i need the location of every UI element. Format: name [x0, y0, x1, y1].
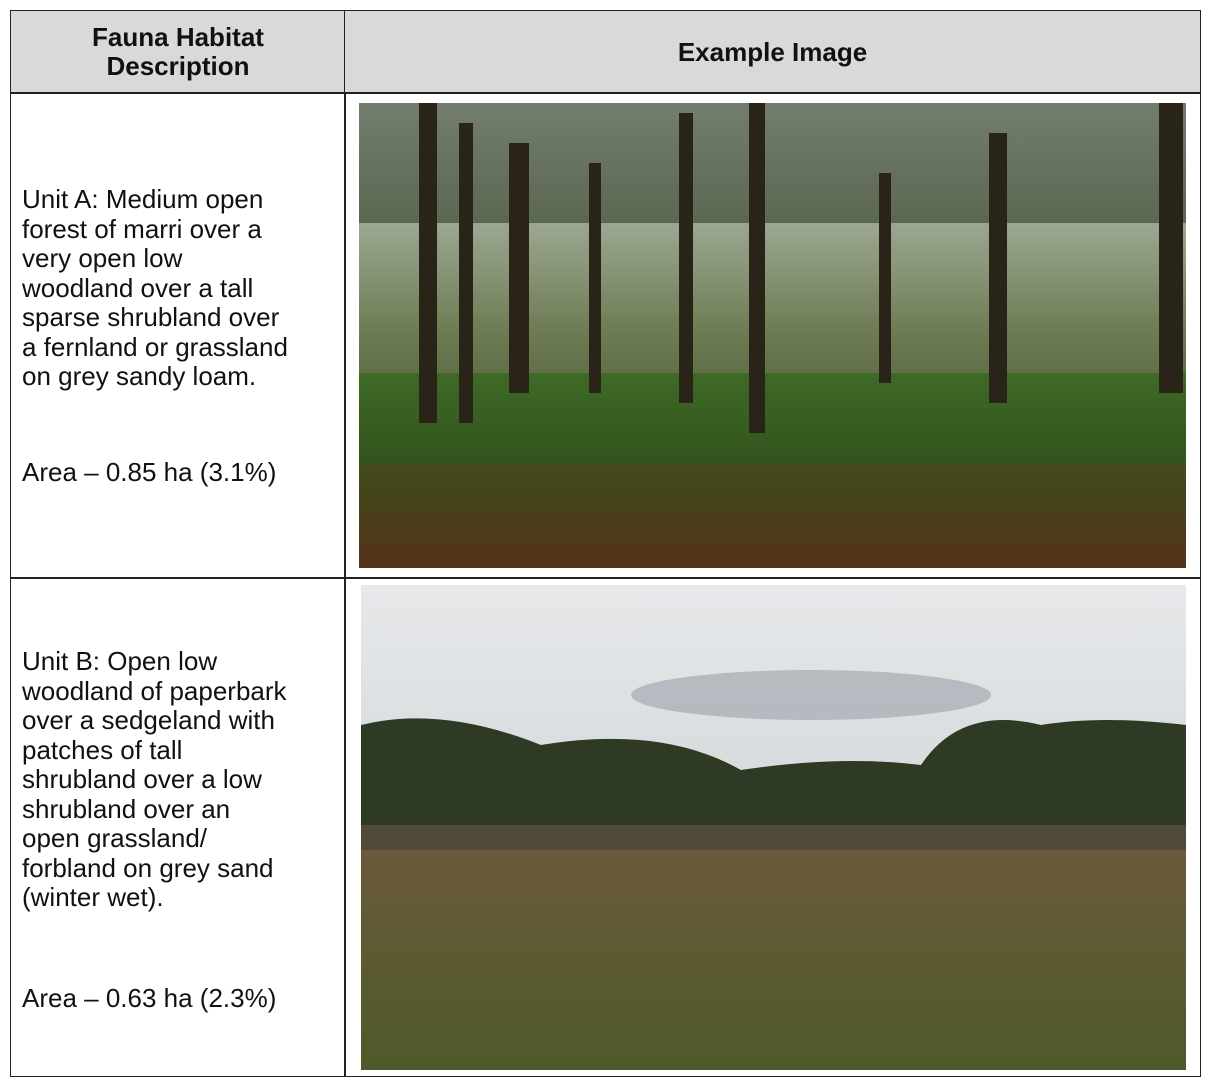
- description-line: Unit A: Medium open: [22, 184, 264, 214]
- description-line: woodland of paperbark: [22, 675, 287, 706]
- description-line: sparse shrubland over: [22, 302, 280, 332]
- description-line: forest of marri over a: [22, 213, 262, 244]
- image-cell: [344, 92, 1201, 579]
- description-line: shrubland over a low: [22, 764, 262, 794]
- description-cell: [10, 92, 346, 579]
- description-line: patches of tall: [22, 734, 183, 765]
- area: Area – 0.85 ha (3.1%): [22, 457, 277, 487]
- description-line: (winter wet).: [22, 882, 164, 912]
- wetland-photo: [361, 585, 1186, 1070]
- header-title: Fauna Habitat Description: [92, 22, 264, 81]
- description-line: on grey sandy loam.: [22, 361, 257, 391]
- description-line: Unit B: Open low: [22, 646, 218, 676]
- description-line: very open low: [22, 243, 183, 273]
- description: Unit A: Medium open forest of marri over …: [22, 184, 288, 392]
- description-line: shrubland over an: [22, 793, 231, 824]
- area: Area – 0.63 ha (2.3%): [22, 983, 277, 1013]
- header-cell: Example Image: [344, 10, 1201, 94]
- description-line: a fernland or grassland: [22, 331, 288, 362]
- forest-photo: [359, 103, 1186, 568]
- description-line: over a sedgeland with: [22, 705, 275, 735]
- header-cell: Fauna Habitat Description: [10, 10, 346, 94]
- description-line: open grassland/: [22, 823, 208, 853]
- description-line: forbland on grey sand: [22, 852, 274, 883]
- header-title: Example Image: [677, 36, 868, 67]
- description: Unit B: Open low woodland of paperbark ove…: [22, 646, 287, 913]
- description-line: woodland over a tall: [22, 272, 254, 303]
